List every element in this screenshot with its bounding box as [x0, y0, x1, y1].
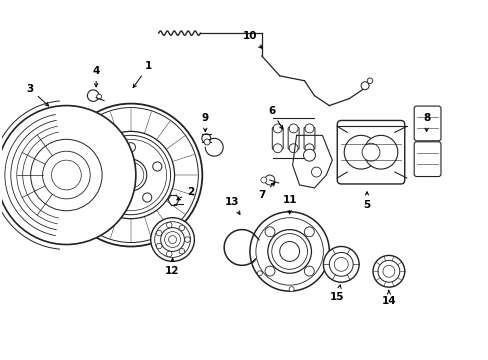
- Circle shape: [304, 227, 314, 237]
- Circle shape: [164, 231, 180, 247]
- Circle shape: [87, 90, 99, 102]
- Circle shape: [95, 139, 166, 211]
- FancyBboxPatch shape: [287, 127, 299, 149]
- Circle shape: [63, 108, 198, 243]
- Text: 2: 2: [177, 187, 194, 200]
- Circle shape: [115, 159, 146, 191]
- Text: 14: 14: [381, 291, 395, 306]
- Text: 11: 11: [282, 195, 296, 214]
- Circle shape: [344, 135, 377, 169]
- Circle shape: [179, 248, 184, 254]
- Circle shape: [0, 105, 136, 244]
- Circle shape: [166, 251, 172, 257]
- Circle shape: [361, 143, 379, 161]
- Circle shape: [323, 247, 358, 282]
- Circle shape: [267, 230, 311, 273]
- Circle shape: [154, 222, 190, 257]
- Circle shape: [260, 177, 266, 183]
- FancyBboxPatch shape: [337, 121, 404, 184]
- Text: 4: 4: [92, 66, 100, 87]
- Circle shape: [97, 94, 102, 99]
- Circle shape: [273, 144, 282, 153]
- Circle shape: [328, 252, 352, 276]
- Text: 7: 7: [258, 183, 274, 200]
- Circle shape: [264, 175, 274, 185]
- FancyBboxPatch shape: [413, 142, 440, 176]
- Circle shape: [372, 255, 404, 287]
- Circle shape: [184, 237, 190, 242]
- Circle shape: [377, 260, 399, 282]
- Circle shape: [31, 139, 102, 211]
- Circle shape: [279, 242, 299, 261]
- Circle shape: [60, 104, 202, 247]
- Circle shape: [150, 218, 194, 261]
- Circle shape: [271, 234, 307, 269]
- Circle shape: [42, 151, 90, 199]
- Circle shape: [264, 227, 274, 237]
- Circle shape: [179, 225, 184, 231]
- Text: 15: 15: [329, 285, 344, 302]
- Circle shape: [91, 135, 170, 215]
- Text: 10: 10: [242, 31, 262, 48]
- Circle shape: [203, 139, 209, 145]
- Circle shape: [249, 212, 328, 291]
- Circle shape: [304, 266, 314, 276]
- Circle shape: [288, 287, 293, 292]
- Circle shape: [264, 266, 274, 276]
- Circle shape: [255, 218, 323, 285]
- FancyBboxPatch shape: [272, 127, 283, 149]
- Circle shape: [161, 228, 184, 251]
- Circle shape: [305, 144, 313, 153]
- Circle shape: [364, 135, 397, 169]
- Circle shape: [303, 149, 315, 161]
- Circle shape: [156, 243, 162, 249]
- Text: 6: 6: [267, 105, 282, 129]
- Circle shape: [166, 222, 172, 228]
- Circle shape: [202, 134, 210, 143]
- Circle shape: [126, 143, 135, 152]
- Text: 9: 9: [202, 113, 208, 131]
- Circle shape: [334, 257, 347, 271]
- Circle shape: [305, 124, 313, 133]
- Circle shape: [51, 160, 81, 190]
- Circle shape: [382, 265, 394, 277]
- Circle shape: [142, 193, 151, 202]
- Circle shape: [87, 131, 174, 219]
- Text: 1: 1: [133, 61, 152, 87]
- Circle shape: [288, 124, 298, 133]
- Circle shape: [257, 271, 262, 276]
- Circle shape: [360, 82, 368, 90]
- Circle shape: [168, 235, 176, 243]
- Circle shape: [110, 193, 119, 202]
- Circle shape: [288, 144, 298, 153]
- Text: 8: 8: [422, 113, 429, 131]
- Text: 12: 12: [165, 258, 180, 276]
- Circle shape: [152, 162, 162, 171]
- Text: 3: 3: [26, 84, 48, 106]
- Circle shape: [273, 124, 282, 133]
- FancyBboxPatch shape: [304, 127, 314, 149]
- FancyBboxPatch shape: [413, 106, 440, 141]
- Text: 13: 13: [224, 197, 240, 215]
- Circle shape: [311, 167, 321, 177]
- Text: 5: 5: [363, 192, 370, 210]
- Circle shape: [100, 162, 109, 171]
- Circle shape: [156, 230, 162, 236]
- Circle shape: [366, 78, 372, 84]
- Circle shape: [118, 162, 143, 188]
